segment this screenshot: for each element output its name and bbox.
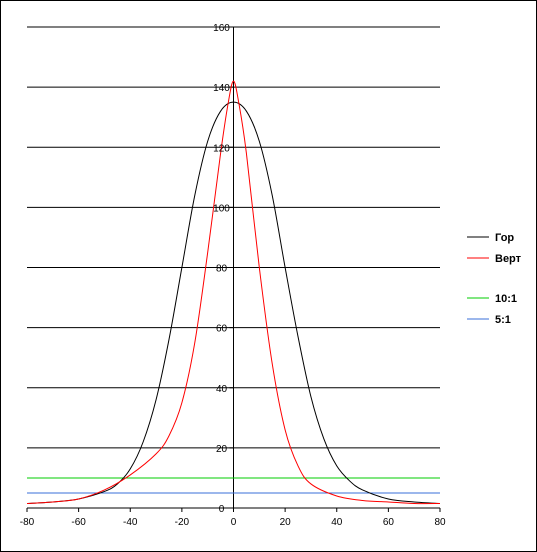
y-tick-label: 100 xyxy=(213,203,230,214)
y-tick-label: 140 xyxy=(213,83,230,94)
y-tick-label: 80 xyxy=(216,264,228,275)
axes xyxy=(27,27,440,509)
legend-label: Гор xyxy=(495,232,514,244)
legend-label: 5:1 xyxy=(495,314,511,326)
x-tick-label: 80 xyxy=(434,517,446,528)
series-line-0 xyxy=(26,101,441,504)
legend: Гор Верт 10:1 5:1 xyxy=(467,232,522,326)
y-tick-label: 20 xyxy=(216,444,228,455)
x-tick-label: -60 xyxy=(71,517,86,528)
x-tick-label: -20 xyxy=(175,517,190,528)
series-lines xyxy=(26,80,441,505)
legend-label: 10:1 xyxy=(495,293,517,305)
tick-labels: 0 20 40 60 80 100 120 140 160 -80 -60 -40 -20 0 20 40 60… xyxy=(20,23,446,528)
y-tick-label: 120 xyxy=(213,143,230,154)
y-tick-label: 40 xyxy=(216,384,228,395)
y-tick-label: 60 xyxy=(216,324,228,335)
x-tick-label: -80 xyxy=(20,517,35,528)
x-tick-label: 60 xyxy=(383,517,395,528)
x-tick-label: 40 xyxy=(331,517,343,528)
y-tick-label: 160 xyxy=(213,23,230,34)
series-line-1 xyxy=(26,80,441,505)
legend-label: Верт xyxy=(495,253,522,265)
x-tick-label: 20 xyxy=(280,517,292,528)
x-tick-label: 0 xyxy=(231,517,237,528)
x-tick-label: -40 xyxy=(123,517,138,528)
y-tick-label: 0 xyxy=(219,504,225,515)
